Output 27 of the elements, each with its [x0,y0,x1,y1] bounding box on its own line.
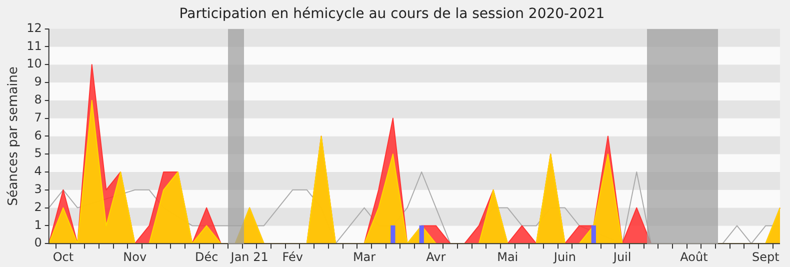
x-tick-label: Mar [352,250,376,264]
x-tick-label: Sept [752,250,780,264]
y-tick-label: 11 [26,38,42,53]
y-axis-title: Séances par semaine [6,66,22,206]
y-tick-label: 7 [34,110,42,124]
x-tick-label: Nov [123,250,147,264]
x-tick-label: Août [680,250,708,264]
y-tick-label: 4 [34,164,42,178]
y-tick-label: 10 [26,56,42,71]
x-tick-label: Déc [194,250,218,264]
chart-title: Participation en hémicycle au cours de la session 2020-2021 [179,6,605,22]
y-tick-label: 12 [26,20,42,35]
x-tick-label: Avr [426,250,446,264]
y-tick-label: 1 [34,218,42,232]
x-tick-label: Fév [282,250,303,264]
y-tick-label: 2 [34,200,42,214]
x-tick-label: Juin [552,250,576,264]
y-tick-label: 5 [34,146,42,160]
y-tick-label: 8 [34,92,42,107]
x-tick-label: Mai [497,250,518,264]
x-tick-label: Oct [52,250,74,264]
y-tick-label: 6 [34,128,42,142]
x-tick-label: Juil [612,250,632,264]
x-tick-label: Jan 21 [230,250,268,264]
y-tick-label: 3 [34,182,42,196]
y-tick-label: 0 [34,236,42,250]
y-tick-label: 9 [34,74,42,89]
